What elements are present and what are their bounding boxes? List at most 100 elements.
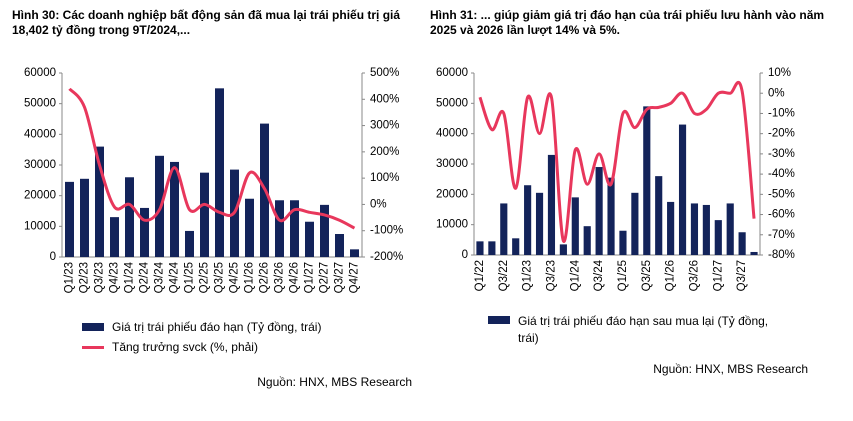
bar <box>275 200 284 257</box>
x-tick-label: Q2/25 <box>199 262 211 293</box>
y2-tick-label: -40% <box>768 168 795 180</box>
bar <box>488 241 496 255</box>
bar <box>335 234 344 257</box>
y2-tick-label: -30% <box>768 148 795 160</box>
line <box>68 87 356 230</box>
x-tick-label: Q1/24 <box>569 259 581 291</box>
x-tick-label: Q3/23 <box>545 260 557 291</box>
bar <box>185 230 194 257</box>
bar <box>350 249 359 257</box>
bar <box>619 230 627 255</box>
bar <box>571 197 579 255</box>
x-tick-label: Q2/23 <box>79 262 91 293</box>
bar <box>140 207 149 257</box>
x-tick-label: Q4/24 <box>169 261 181 293</box>
x-tick-label: Q1/25 <box>617 260 629 291</box>
x-tick-label: Q4/27 <box>349 262 361 293</box>
y2-tick-label: -70% <box>768 229 795 241</box>
x-tick-label: Q1/25 <box>184 262 196 293</box>
bar <box>65 181 74 257</box>
y2-tick-label: -100% <box>370 225 403 237</box>
x-tick-label: Q1/22 <box>474 260 486 291</box>
bar <box>655 176 663 255</box>
y-tick-label: 40000 <box>24 128 56 140</box>
bar <box>476 241 484 255</box>
chart-title: Hình 31: ... giúp giảm giá trị đáo hạn c… <box>430 8 825 37</box>
legend-swatch <box>82 346 104 349</box>
x-tick-label: Q1/27 <box>304 262 316 293</box>
bar <box>643 106 651 255</box>
y2-tick-label: 10% <box>768 67 791 79</box>
y2-tick-label: -20% <box>768 128 795 140</box>
x-tick-label: Q1/26 <box>665 260 677 291</box>
x-tick-label: Q2/24 <box>139 261 151 293</box>
y2-tick-label: 200% <box>370 146 399 158</box>
y-tick-label: 20000 <box>436 188 468 200</box>
bar <box>726 203 734 255</box>
bar <box>215 88 224 257</box>
legend-entry: Tăng trưởng svck (%, phải) <box>82 340 402 354</box>
x-tick-label: Q3/27 <box>736 260 748 291</box>
bar <box>750 251 758 255</box>
legend-label: Giá trị trái phiếu đáo hạn sau mua lại (… <box>518 314 769 345</box>
bar <box>305 221 314 257</box>
bar <box>200 172 209 257</box>
y-tick-label: 60000 <box>436 67 468 79</box>
x-tick-label: Q3/24 <box>593 259 605 291</box>
legend-label: Tăng trưởng svck (%, phải) <box>112 340 258 354</box>
line <box>478 81 756 243</box>
y2-tick-label: -10% <box>768 107 795 119</box>
bar <box>631 192 639 255</box>
x-tick-label: Q1/23 <box>522 260 534 291</box>
y2-tick-label: 100% <box>370 172 399 184</box>
y-tick-label: 60000 <box>24 67 56 79</box>
legend-swatch <box>488 316 510 324</box>
legend-swatch <box>82 323 104 331</box>
y2-tick-label: 300% <box>370 120 399 132</box>
bar <box>547 154 556 255</box>
bar <box>667 201 675 255</box>
y2-tick-label: -60% <box>768 209 795 221</box>
bar <box>512 238 520 255</box>
y2-tick-label: 0% <box>370 198 387 210</box>
x-tick-label: Q2/26 <box>259 262 271 293</box>
bar <box>690 203 699 255</box>
legend-label: Giá trị trái phiếu đáo hạn (Tỷ đồng, trá… <box>112 320 322 334</box>
bar <box>245 198 254 257</box>
source: Nguồn: HNX, MBS Research <box>257 375 412 389</box>
y2-tick-label: -200% <box>370 251 403 263</box>
x-tick-label: Q3/27 <box>334 262 346 293</box>
x-tick-label: Q1/27 <box>712 260 724 291</box>
legend: Giá trị trái phiếu đáo hạn (Tỷ đồng, trá… <box>82 320 402 360</box>
y-tick-label: 10000 <box>24 220 56 232</box>
bar <box>320 204 329 257</box>
legend: Giá trị trái phiếu đáo hạn sau mua lại (… <box>488 313 788 353</box>
bar <box>500 203 508 255</box>
x-tick-label: Q3/26 <box>688 260 700 291</box>
x-tick-label: Q4/23 <box>109 262 121 293</box>
y-tick-label: 20000 <box>24 190 56 202</box>
y2-tick-label: 500% <box>370 67 399 79</box>
y2-tick-label: -80% <box>768 249 795 261</box>
bar <box>290 200 299 257</box>
y-tick-label: 50000 <box>24 98 56 110</box>
bar <box>595 167 603 255</box>
bar <box>702 204 710 255</box>
y-tick-label: 0 <box>462 249 468 261</box>
y-tick-label: 30000 <box>24 159 56 171</box>
x-tick-label: Q4/25 <box>229 262 241 293</box>
bar <box>125 177 134 257</box>
bar <box>110 217 119 257</box>
x-tick-label: Q3/23 <box>94 262 106 293</box>
y-tick-label: 0 <box>50 251 56 263</box>
bar <box>535 192 544 255</box>
chart-title: Hình 30: Các doanh nghiệp bất động sản đ… <box>12 8 401 37</box>
x-tick-label: Q3/25 <box>214 262 226 293</box>
bar <box>80 178 89 257</box>
bar <box>95 146 104 257</box>
x-tick-label: Q2/27 <box>319 262 331 293</box>
x-tick-label: Q3/26 <box>274 262 286 293</box>
legend-entry: Giá trị trái phiếu đáo hạn sau mua lại (… <box>488 313 788 347</box>
